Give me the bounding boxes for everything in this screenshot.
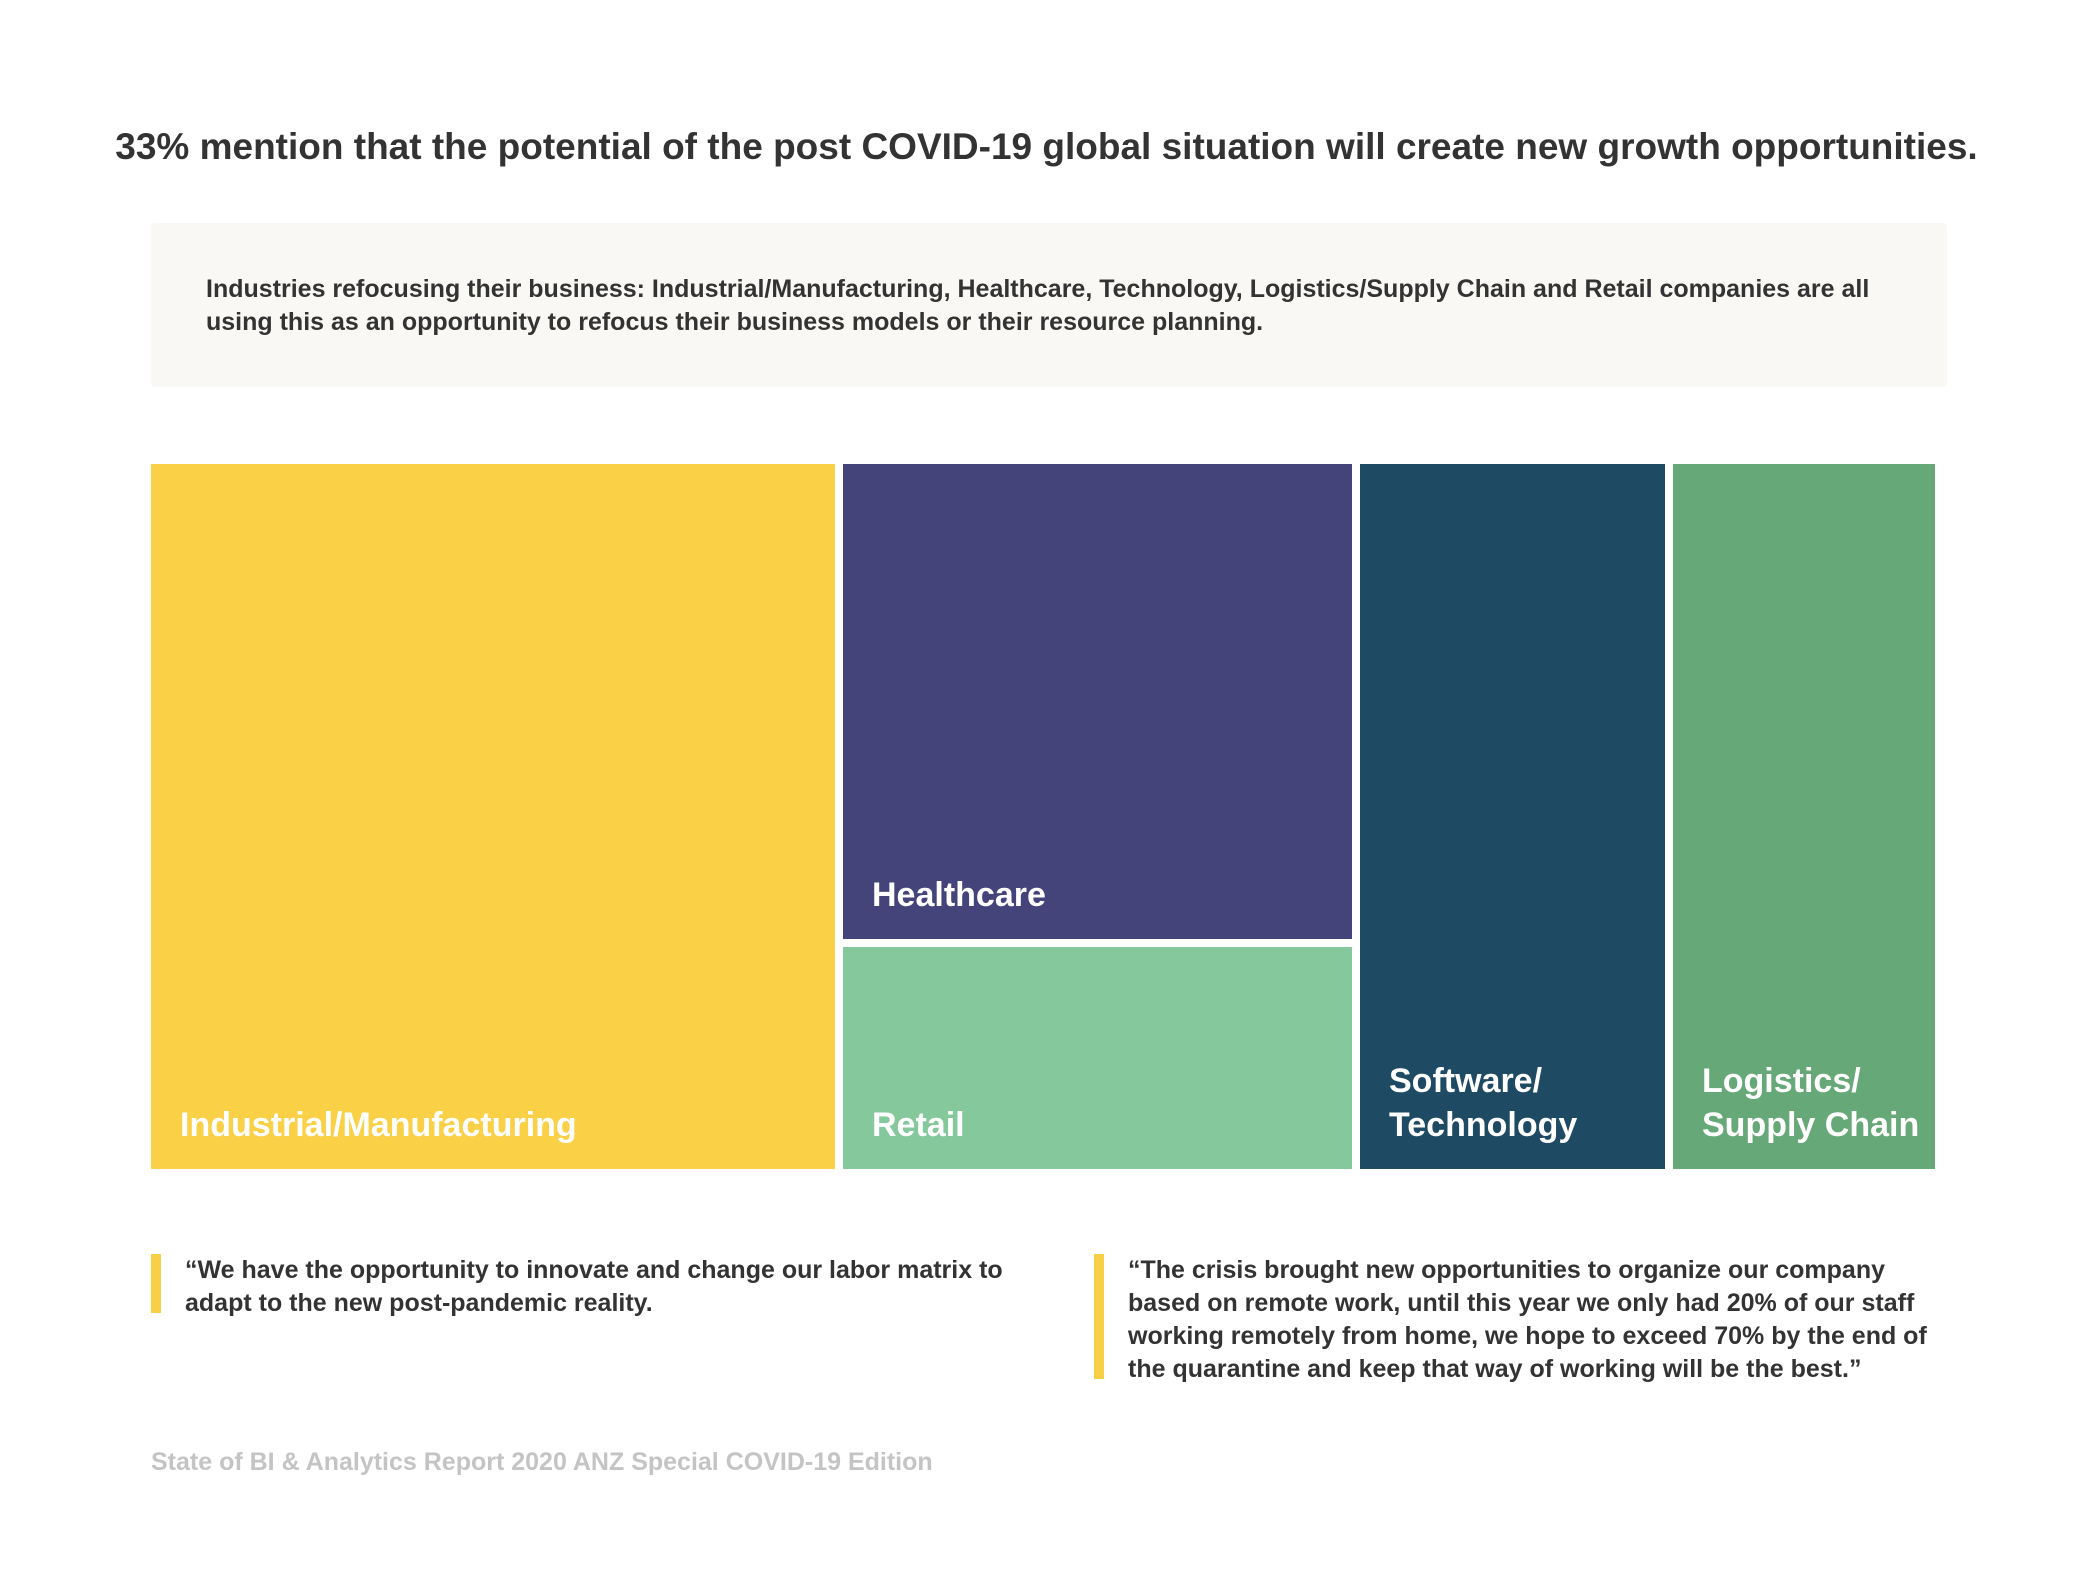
summary-callout: Industries refocusing their business: In… [151,223,1947,387]
quote-right-text: “The crisis brought new opportunities to… [1128,1256,1927,1383]
source-footer: State of BI & Analytics Report 2020 ANZ … [151,1448,933,1476]
tile-industrial-manufacturing: Industrial/Manufacturing [151,464,835,1169]
tile-label-logistics-supply-chain: Logistics/ Supply Chain [1702,1062,1920,1144]
quote-right: “The crisis brought new opportunities to… [1094,1254,1954,1394]
tile-healthcare: Healthcare [843,464,1352,939]
tile-label-retail: Retail [872,1106,965,1144]
tile-label-software-technology: Software/ Technology [1389,1062,1578,1144]
quote-right-accent-bar [1094,1254,1104,1379]
tile-label-healthcare: Healthcare [872,876,1046,914]
tile-software-technology: Software/ Technology [1360,464,1665,1169]
quote-left: “We have the opportunity to innovate and… [151,1254,1011,1324]
quote-left-accent-bar [151,1254,161,1313]
industry-treemap: Industrial/Manufacturing Healthcare Reta… [151,464,1935,1169]
quote-left-text: “We have the opportunity to innovate and… [185,1256,1003,1317]
page-title: 33% mention that the potential of the po… [115,126,1978,167]
tile-logistics-supply-chain: Logistics/ Supply Chain [1673,464,1935,1169]
tile-label-industrial-manufacturing: Industrial/Manufacturing [180,1106,577,1144]
summary-callout-text: Industries refocusing their business: In… [206,275,1870,336]
tile-retail: Retail [843,947,1352,1169]
